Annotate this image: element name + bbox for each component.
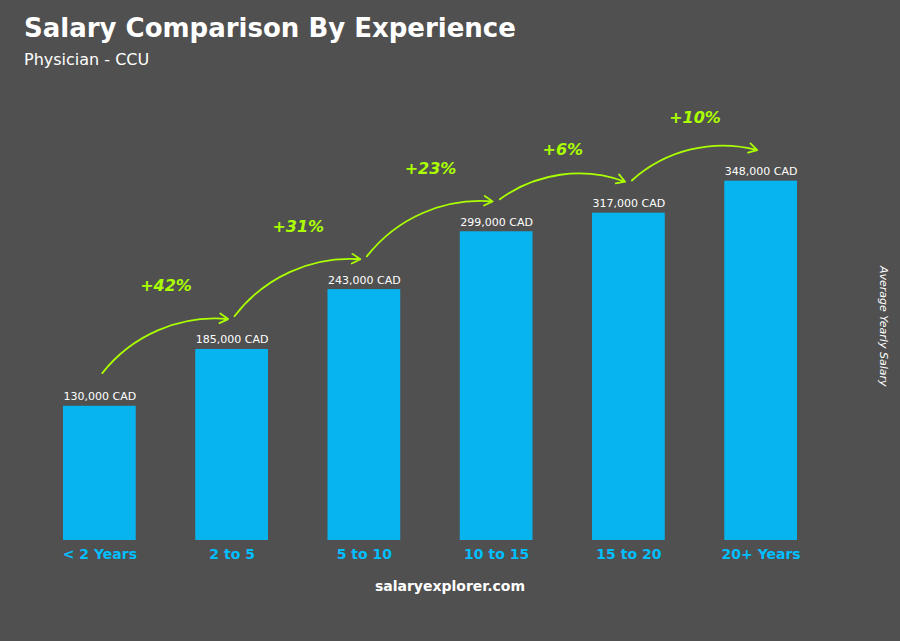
svg-text:+10%: +10%	[669, 108, 721, 127]
svg-text:5 to 10: 5 to 10	[337, 546, 393, 562]
svg-text:15 to 20: 15 to 20	[596, 546, 661, 562]
svg-text:10 to 15: 10 to 15	[464, 546, 529, 562]
html-text:Salary Comparison By Experienc: Salary Comparison By Experience	[24, 13, 516, 43]
html-text:salaryexplorer.com: salaryexplorer.com	[374, 578, 526, 594]
svg-text:+23%: +23%	[405, 159, 457, 178]
svg-text:+42%: +42%	[140, 276, 192, 295]
html-text:Average Yearly Salary: Average Yearly Salary	[877, 265, 890, 387]
svg-text:+6%: +6%	[542, 140, 583, 159]
svg-text:317,000 CAD: 317,000 CAD	[593, 197, 666, 210]
svg-text:348,000 CAD: 348,000 CAD	[725, 165, 798, 178]
svg-text:< 2 Years: < 2 Years	[63, 546, 137, 562]
html-text:Physician - CCU: Physician - CCU	[24, 50, 150, 69]
svg-text:2 to 5: 2 to 5	[209, 546, 255, 562]
svg-text:+31%: +31%	[272, 217, 324, 236]
svg-text:20+ Years: 20+ Years	[722, 546, 801, 562]
svg-text:130,000 CAD: 130,000 CAD	[64, 390, 137, 403]
svg-text:185,000 CAD: 185,000 CAD	[196, 333, 269, 346]
svg-text:299,000 CAD: 299,000 CAD	[460, 216, 533, 229]
svg-text:243,000 CAD: 243,000 CAD	[328, 274, 401, 287]
